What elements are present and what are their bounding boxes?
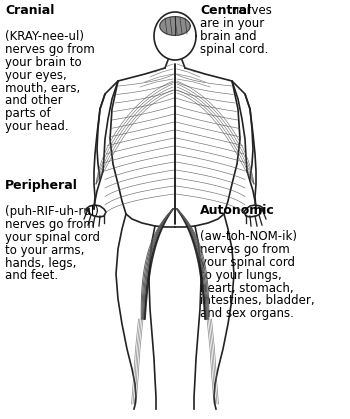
Text: to your lungs,: to your lungs, <box>200 269 282 282</box>
Text: are in your: are in your <box>200 17 264 30</box>
Text: Autonomic: Autonomic <box>200 204 275 217</box>
Text: (KRAY-nee-ul): (KRAY-nee-ul) <box>5 30 84 43</box>
Text: intestines, bladder,: intestines, bladder, <box>200 295 315 308</box>
Text: nerves: nerves <box>228 4 272 17</box>
Text: nerves go from: nerves go from <box>200 243 290 256</box>
Text: (puh-RIF-uh-rul): (puh-RIF-uh-rul) <box>5 205 99 218</box>
Text: mouth, ears,: mouth, ears, <box>5 82 80 95</box>
Text: your spinal cord: your spinal cord <box>5 231 100 244</box>
Text: Cranial: Cranial <box>5 4 54 17</box>
Text: and sex organs.: and sex organs. <box>200 308 294 321</box>
Text: heart, stomach,: heart, stomach, <box>200 282 294 295</box>
Text: parts of: parts of <box>5 107 51 120</box>
Text: and other: and other <box>5 94 63 107</box>
Text: your brain to: your brain to <box>5 56 82 69</box>
Text: spinal cord.: spinal cord. <box>200 43 268 56</box>
Text: and feet.: and feet. <box>5 269 58 282</box>
Text: (aw-toh-NOM-ik): (aw-toh-NOM-ik) <box>200 230 297 243</box>
Text: your head.: your head. <box>5 120 69 133</box>
Text: hands, legs,: hands, legs, <box>5 256 76 269</box>
Polygon shape <box>160 17 190 35</box>
Text: Peripheral: Peripheral <box>5 179 78 192</box>
Text: nerves go from: nerves go from <box>5 218 95 231</box>
Text: Central: Central <box>200 4 251 17</box>
Text: brain and: brain and <box>200 30 257 43</box>
Text: your eyes,: your eyes, <box>5 69 67 82</box>
Text: nerves go from: nerves go from <box>5 43 95 56</box>
Text: your spinal cord: your spinal cord <box>200 256 295 269</box>
Text: to your arms,: to your arms, <box>5 243 84 256</box>
